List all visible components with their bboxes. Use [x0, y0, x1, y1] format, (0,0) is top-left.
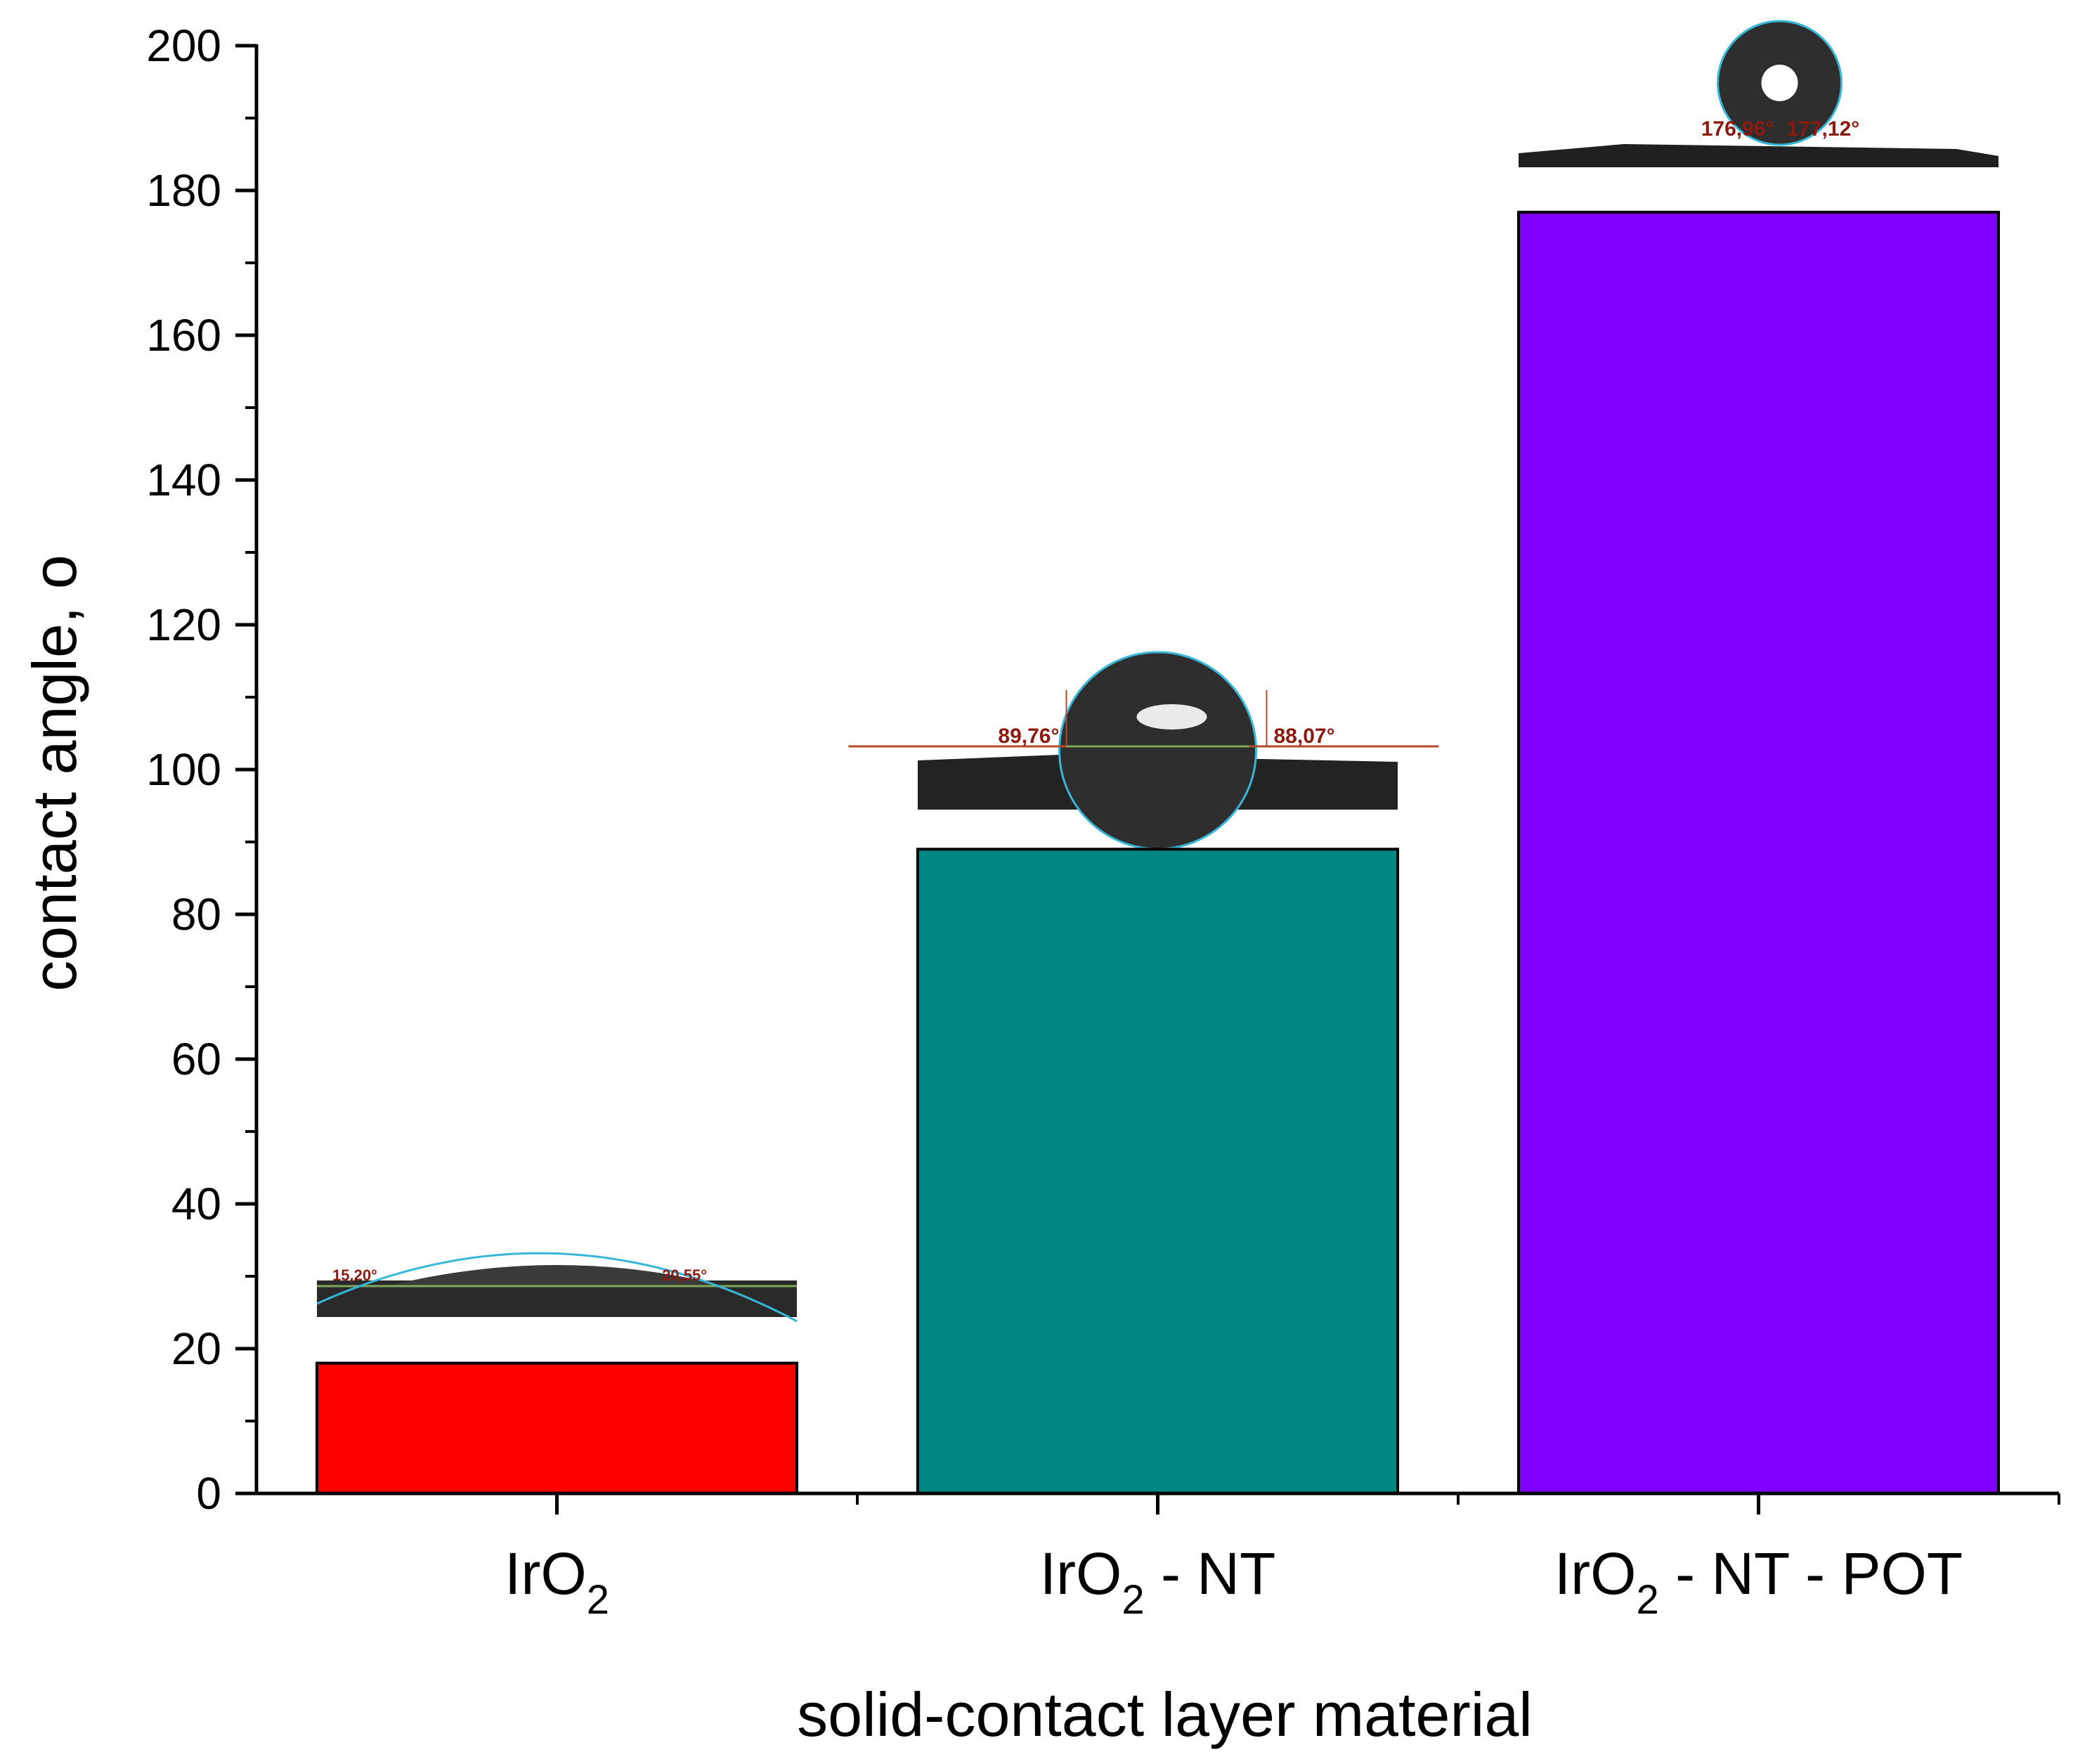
y-tick-label: 80 — [171, 889, 221, 940]
y-tick-label: 160 — [146, 310, 221, 361]
y-axis-title: contact angle, o — [20, 555, 89, 991]
droplet-3-right-angle: 177,12° — [1787, 117, 1860, 141]
droplet-1-right-angle: 20,55° — [662, 1266, 707, 1284]
y-tick-label: 0 — [196, 1468, 221, 1519]
axes — [235, 44, 2060, 1515]
droplet-insets: 15,20° 20,55° 89,76° 88,07° 176,96° 177,12° — [316, 20, 1999, 1323]
droplet-inset-2: 89,76° 88,07° — [848, 651, 1439, 850]
droplet-1-left-angle: 15,20° — [332, 1266, 377, 1284]
y-tick-label: 140 — [146, 455, 221, 505]
x-category-label: IrO2 — [505, 1541, 609, 1623]
x-axis-title: solid-contact layer material — [797, 1680, 1533, 1749]
bars — [316, 210, 2000, 1496]
droplet-inset-3: 176,96° 177,12° — [1519, 20, 1999, 167]
y-tick-label: 60 — [171, 1034, 221, 1084]
x-category-label: IrO2 - NT — [1040, 1541, 1276, 1623]
labels: 0 20 40 60 80 100 120 140 160 180 200 IrO2 IrO2 - NT… — [20, 20, 1963, 1749]
bar-3 — [1517, 210, 2000, 1495]
x-category-label: IrO2 - NT - POT — [1554, 1541, 1963, 1623]
y-tick-label: 40 — [171, 1179, 221, 1229]
bar-1 — [316, 1361, 798, 1495]
droplet-inset-1: 15,20° 20,55° — [316, 1252, 798, 1323]
y-tick-label: 120 — [146, 599, 221, 650]
y-tick-label: 100 — [146, 744, 221, 795]
droplet-2-left-angle: 89,76° — [998, 725, 1059, 748]
bar-2 — [916, 848, 1399, 1496]
droplet-3-left-angle: 176,96° — [1701, 117, 1774, 141]
y-tick-label: 180 — [146, 165, 221, 216]
droplet-2-right-angle: 88,07° — [1274, 725, 1335, 748]
y-tick-label: 20 — [171, 1323, 221, 1374]
y-tick-label: 200 — [146, 20, 221, 71]
